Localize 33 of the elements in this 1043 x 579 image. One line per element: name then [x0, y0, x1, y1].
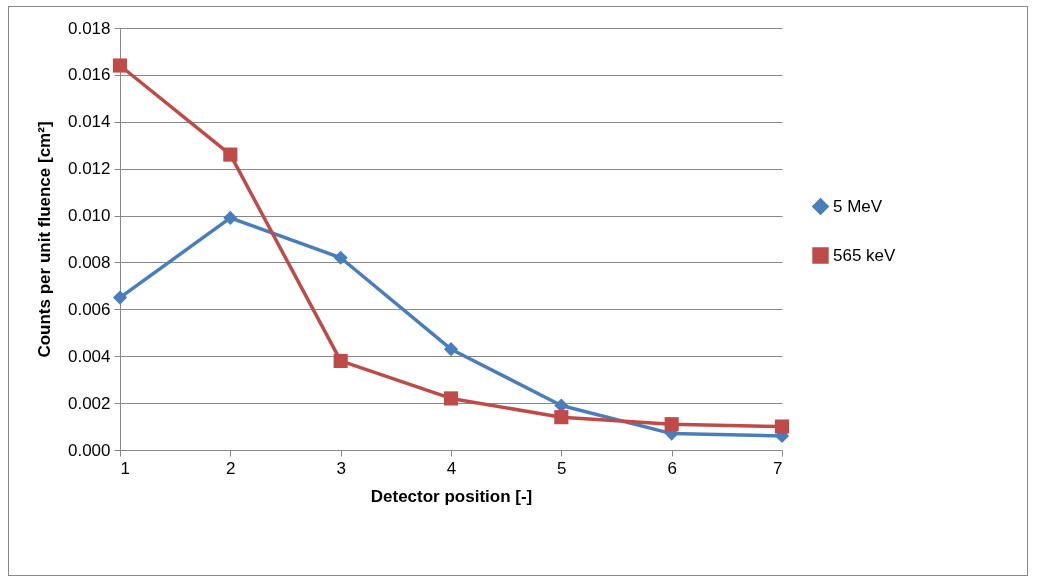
y-tick-label: 0.014	[67, 112, 111, 132]
point	[112, 290, 128, 305]
y-axis-title: Counts per unit fluence [cm²]	[34, 121, 54, 358]
legend-label: 565 keV	[833, 245, 897, 265]
x-tick-label: 5	[557, 458, 567, 478]
x-axis-title: Detector position [-]	[370, 486, 533, 506]
point	[112, 58, 128, 73]
y-tick-label: 0.012	[67, 159, 111, 179]
y-tick-label: 0.004	[67, 346, 111, 366]
y-tick-label: 0.006	[67, 299, 111, 319]
x-tick-label: 2	[226, 458, 236, 478]
point	[333, 250, 348, 265]
x-tick-label: 7	[773, 458, 783, 478]
x-tick-label: 4	[446, 458, 457, 478]
point	[223, 147, 238, 162]
point	[554, 410, 569, 425]
y-tick-label: 0.018	[67, 18, 111, 38]
y-tick-label: 0.002	[67, 393, 111, 413]
y-tick-label: 0.010	[67, 206, 111, 226]
x-tick-label: 6	[667, 458, 677, 478]
y-tick-label: 0.000	[67, 440, 111, 460]
point	[443, 342, 459, 357]
y-tick-label: 0.008	[67, 252, 111, 272]
x-tick-label: 3	[336, 458, 346, 478]
point	[554, 398, 569, 413]
point	[664, 417, 679, 432]
legend-label: 5 MeV	[833, 196, 883, 216]
y-tick-label: 0.016	[67, 65, 111, 85]
point	[443, 391, 459, 406]
point	[223, 210, 238, 225]
point	[774, 419, 790, 434]
point	[333, 353, 348, 368]
x-tick-label: 1	[120, 458, 130, 478]
